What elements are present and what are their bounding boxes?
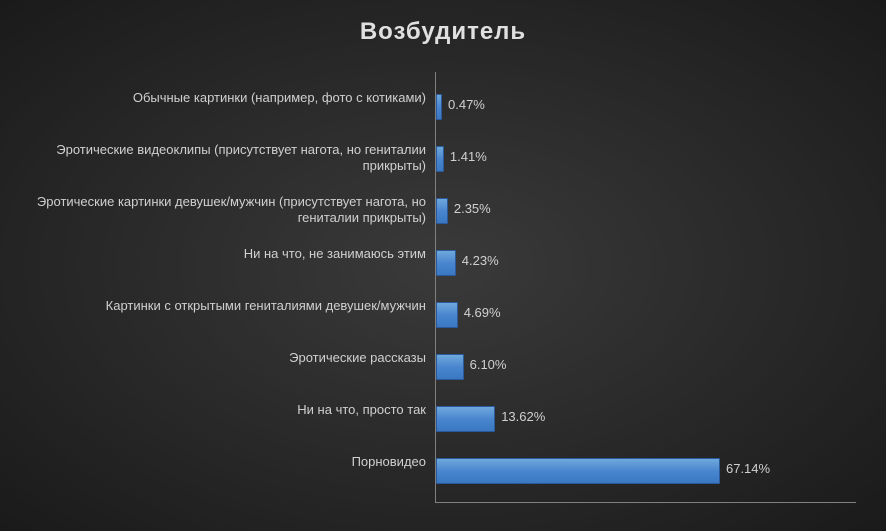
bar: [436, 250, 456, 276]
category-label: Картинки с открытыми гениталиями девушек…: [11, 298, 426, 314]
category-label: Эротические картинки девушек/мужчин (при…: [11, 194, 426, 225]
value-label: 2.35%: [454, 201, 491, 216]
bar: [436, 94, 442, 120]
value-label: 1.41%: [450, 149, 487, 164]
category-label: Эротические видеоклипы (присутствует наг…: [11, 142, 426, 173]
chart-title: Возбудитель: [0, 0, 886, 46]
category-label: Обычные картинки (например, фото с котик…: [11, 90, 426, 106]
bar: [436, 458, 720, 484]
bar: [436, 146, 444, 172]
chart-container: Возбудитель 0.47% 1.41% 2.35% 4.23% 4.69% 6.1…: [0, 0, 886, 531]
category-label: Порновидео: [11, 454, 426, 470]
value-label: 4.69%: [464, 305, 501, 320]
category-label: Ни на что, просто так: [11, 402, 426, 418]
value-label: 6.10%: [470, 357, 507, 372]
category-label: Ни на что, не занимаюсь этим: [11, 246, 426, 262]
value-label: 4.23%: [462, 253, 499, 268]
category-label: Эротические рассказы: [11, 350, 426, 366]
value-label: 0.47%: [448, 97, 485, 112]
bar: [436, 198, 448, 224]
bar: [436, 302, 458, 328]
bar: [436, 354, 464, 380]
bar: [436, 406, 495, 432]
value-label: 13.62%: [501, 409, 545, 424]
value-label: 67.14%: [726, 461, 770, 476]
plot-area: 0.47% 1.41% 2.35% 4.23% 4.69% 6.10% 13.62% 67.1…: [435, 72, 856, 503]
